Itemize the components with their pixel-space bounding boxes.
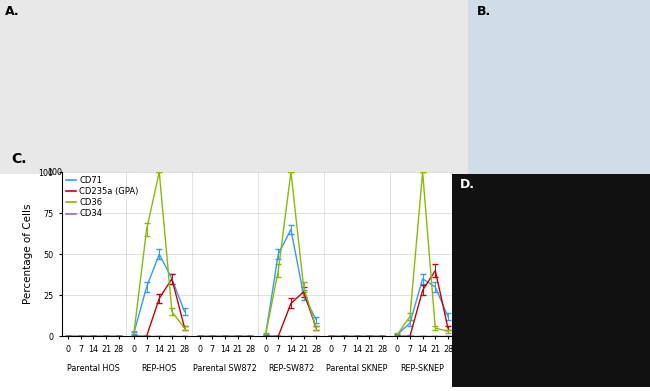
Text: REP-SW872: REP-SW872	[268, 364, 314, 373]
Text: D.: D.	[460, 178, 474, 191]
Text: Parental SW872: Parental SW872	[193, 364, 257, 373]
Text: Parental HOS: Parental HOS	[67, 364, 120, 373]
Text: A.: A.	[5, 5, 20, 18]
Text: 100: 100	[47, 167, 62, 177]
Text: Parental SKNEP: Parental SKNEP	[326, 364, 387, 373]
Text: REP-SKNEP: REP-SKNEP	[400, 364, 445, 373]
Legend: CD71, CD235a (GPA), CD36, CD34: CD71, CD235a (GPA), CD36, CD34	[66, 176, 138, 219]
Y-axis label: Percentage of Cells: Percentage of Cells	[23, 204, 33, 305]
Text: B.: B.	[477, 5, 491, 18]
Text: C.: C.	[11, 152, 27, 166]
Text: REP-HOS: REP-HOS	[142, 364, 177, 373]
